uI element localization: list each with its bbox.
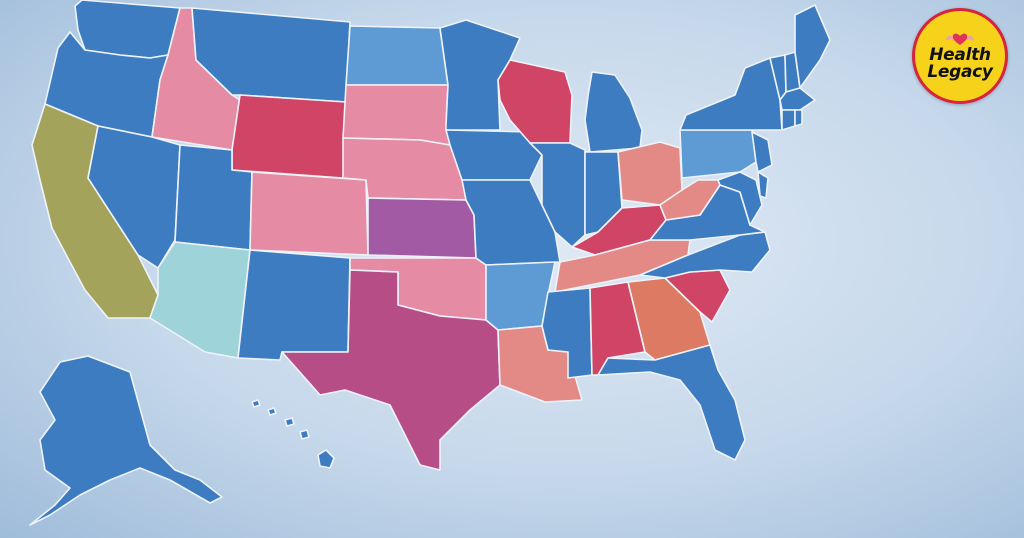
state-az[interactable] xyxy=(149,241,251,359)
state-mn[interactable] xyxy=(439,19,521,131)
state-de[interactable] xyxy=(757,171,769,199)
state-oh[interactable] xyxy=(617,141,683,206)
state-ak[interactable] xyxy=(29,355,223,526)
state-md[interactable] xyxy=(717,171,763,226)
state-ny[interactable] xyxy=(679,57,783,131)
health-legacy-logo: Health Legacy xyxy=(912,8,1008,104)
state-sd[interactable] xyxy=(342,84,451,146)
logo-text-line1: Health xyxy=(929,44,991,65)
logo-text-line2: Legacy xyxy=(927,61,993,82)
state-tn[interactable] xyxy=(554,239,691,293)
heart-muscle-icon xyxy=(946,33,974,45)
state-mi[interactable] xyxy=(584,71,643,153)
state-wi[interactable] xyxy=(497,59,573,144)
state-nd[interactable] xyxy=(345,25,449,86)
state-ri[interactable] xyxy=(794,109,803,127)
state-me[interactable] xyxy=(794,4,831,89)
state-tx[interactable] xyxy=(281,269,501,471)
state-ct[interactable] xyxy=(781,109,796,131)
state-ks[interactable] xyxy=(367,197,477,259)
state-wa[interactable] xyxy=(74,0,181,59)
state-fl[interactable] xyxy=(597,344,746,461)
state-nc[interactable] xyxy=(639,231,771,279)
state-nj[interactable] xyxy=(751,131,773,173)
state-hi[interactable] xyxy=(251,399,335,469)
state-nm[interactable] xyxy=(237,249,351,361)
state-wy[interactable] xyxy=(231,94,347,179)
state-pa[interactable] xyxy=(679,129,757,179)
state-co[interactable] xyxy=(249,171,369,256)
